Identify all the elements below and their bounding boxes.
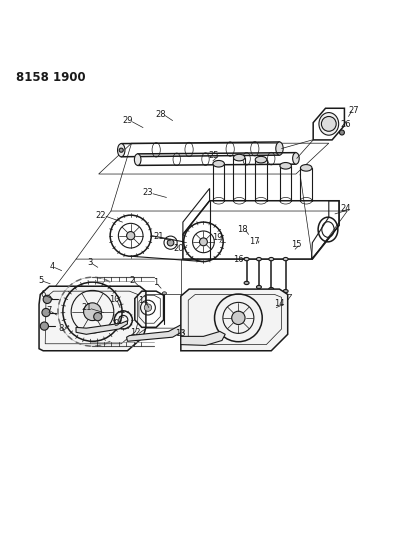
Text: 17: 17 [249,237,260,246]
Ellipse shape [233,154,245,161]
Ellipse shape [162,292,166,295]
Text: 18: 18 [237,225,248,234]
Ellipse shape [134,154,141,165]
Circle shape [127,231,135,240]
Text: 7: 7 [46,306,52,315]
Ellipse shape [283,289,288,293]
Ellipse shape [213,160,224,167]
Ellipse shape [256,257,261,261]
Text: 4: 4 [50,262,55,271]
Text: 22: 22 [95,211,106,220]
Polygon shape [181,289,288,351]
Circle shape [232,311,245,325]
Circle shape [42,309,50,317]
Text: 6: 6 [40,290,46,299]
Circle shape [321,117,336,131]
Ellipse shape [280,163,291,169]
Ellipse shape [244,257,249,261]
Text: 16: 16 [233,255,244,264]
Circle shape [167,239,174,246]
Text: 13: 13 [175,328,186,337]
Text: 29: 29 [122,116,133,125]
Text: 11: 11 [138,296,148,305]
Polygon shape [76,321,127,334]
Circle shape [339,130,344,135]
Ellipse shape [118,143,125,157]
Text: 10: 10 [109,295,120,304]
Text: 8: 8 [58,325,64,334]
Text: 27: 27 [348,106,359,115]
Text: 23: 23 [143,188,153,197]
Ellipse shape [293,152,299,164]
Ellipse shape [269,257,274,261]
Ellipse shape [119,148,123,152]
Text: 5: 5 [39,276,44,285]
Text: 20: 20 [173,244,184,253]
Text: 9: 9 [113,319,118,328]
Text: 2: 2 [129,277,134,285]
Text: 21: 21 [153,232,164,241]
Text: 26: 26 [340,120,351,129]
Text: 12: 12 [130,328,141,337]
Text: 3: 3 [87,258,92,267]
Ellipse shape [244,281,249,285]
Circle shape [94,312,102,321]
Text: 21: 21 [81,303,92,312]
Circle shape [83,303,102,320]
Ellipse shape [255,156,267,163]
Ellipse shape [276,142,283,155]
Text: 1: 1 [153,278,158,287]
Ellipse shape [283,257,288,261]
Ellipse shape [256,285,261,289]
Circle shape [199,238,208,246]
Text: 28: 28 [155,110,166,119]
Polygon shape [127,325,187,341]
Text: 8158 1900: 8158 1900 [16,71,86,84]
Text: 14: 14 [274,299,285,308]
Text: 25: 25 [208,151,219,160]
Polygon shape [39,286,146,351]
Text: 19: 19 [212,233,223,242]
Ellipse shape [269,287,274,290]
Text: 15: 15 [291,240,301,249]
Circle shape [144,304,152,311]
Text: 24: 24 [340,205,351,213]
Polygon shape [181,332,225,345]
Ellipse shape [319,112,339,135]
Ellipse shape [300,165,312,171]
Circle shape [43,295,51,303]
Circle shape [40,322,48,330]
